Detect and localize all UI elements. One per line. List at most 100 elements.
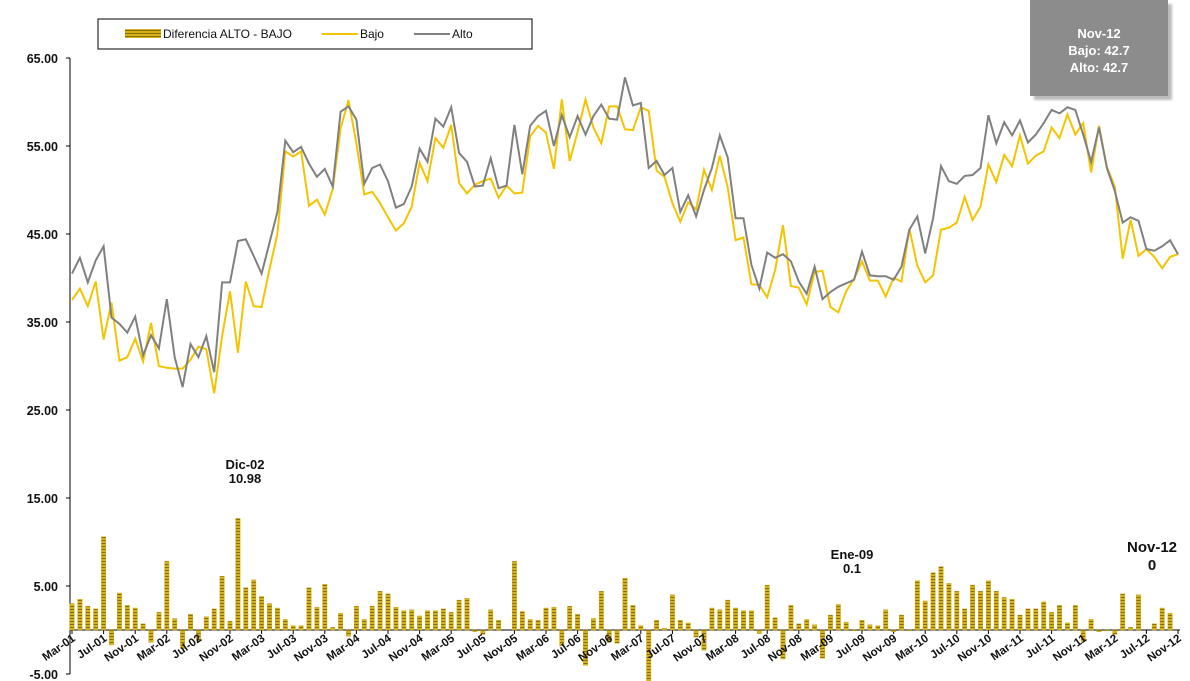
bar [77,599,83,631]
bar [172,618,178,631]
bar [1080,629,1086,642]
bar [1151,623,1157,631]
bar [251,579,257,631]
legend-label: Alto [452,27,473,41]
bar [1033,608,1039,631]
bar [1167,613,1173,631]
bar [298,625,304,631]
bar [630,605,636,631]
bar [101,536,107,631]
bar [970,584,976,631]
bar [409,609,415,631]
bar [930,572,936,631]
bar [804,619,810,631]
annotation-label: Ene-09 [831,547,874,562]
bar [733,607,739,631]
bar [480,629,486,635]
bar [914,580,920,631]
bar [519,611,525,631]
bar [748,610,754,631]
bar [148,629,154,643]
bar [1120,593,1126,631]
bar [93,608,99,631]
x-tick-label: Mar-02 [135,633,172,664]
bar [938,566,944,631]
bar [843,621,849,631]
bar [575,613,581,631]
x-tick-label: Mar-04 [325,632,363,663]
bar [290,625,296,631]
bar [1159,607,1165,631]
bar [756,629,762,634]
bar [511,561,517,631]
bar [456,599,462,631]
x-tick-label: Nov-08 [766,632,805,664]
info-box [1030,0,1168,96]
x-tick-label: Mar-06 [514,633,551,664]
bar [164,561,170,631]
bar [432,610,438,631]
x-tick-label: Nov-02 [197,633,235,665]
bar [1001,597,1007,631]
bar [685,622,691,631]
bar [496,620,502,631]
bar [772,617,778,631]
bar [1064,622,1070,631]
bar [1128,627,1134,631]
y-tick-label: 15.00 [27,492,58,506]
bar [274,607,280,631]
bar [590,618,596,631]
bar [1017,614,1023,631]
bar [527,619,533,631]
info-box-line: Alto: 42.7 [1070,60,1129,75]
bar [1088,619,1094,631]
bar [377,591,383,631]
bar [701,629,707,651]
x-tick-label: Nov-06 [577,633,615,665]
bar [946,583,952,631]
bar [140,623,146,631]
bar [488,609,494,631]
bar [425,610,430,631]
bar [235,518,241,631]
y-tick-label: 25.00 [27,404,58,418]
x-tick-label: Mar-10 [894,633,931,664]
bar [614,629,620,644]
bar [259,596,265,631]
bar [543,607,549,631]
bar [764,584,770,631]
annotation-label: Dic-02 [225,457,264,472]
bar [1104,629,1110,632]
bar [638,625,644,631]
bar [788,605,794,631]
bar [559,629,565,647]
bar [156,612,162,631]
bar [717,609,723,631]
bar [859,620,865,631]
x-tick-label: Nov-10 [956,633,994,665]
bar [69,603,75,631]
x-tick-label: Mar-12 [1083,633,1120,664]
x-tick-label: Mar-01 [40,632,78,663]
bar [385,593,391,631]
x-tick-label: Nov-04 [387,632,426,664]
bar [306,587,312,631]
bar [583,629,588,666]
bar [1041,601,1047,631]
bar [606,629,612,643]
legend-label: Diferencia ALTO - BAJO [163,27,292,41]
y-tick-label: 45.00 [27,228,58,242]
x-tick-label: Mar-11 [989,632,1026,663]
legend: Diferencia ALTO - BAJO Bajo Alto [97,18,533,50]
bar [906,629,912,632]
bar [267,603,272,631]
bar [622,577,628,631]
x-tick-label: Mar-03 [230,633,267,664]
bar [535,620,541,631]
bar [1009,599,1015,631]
bar [322,584,328,631]
bar [464,598,470,631]
y-tick-label: 55.00 [27,140,58,154]
bar [677,620,683,631]
